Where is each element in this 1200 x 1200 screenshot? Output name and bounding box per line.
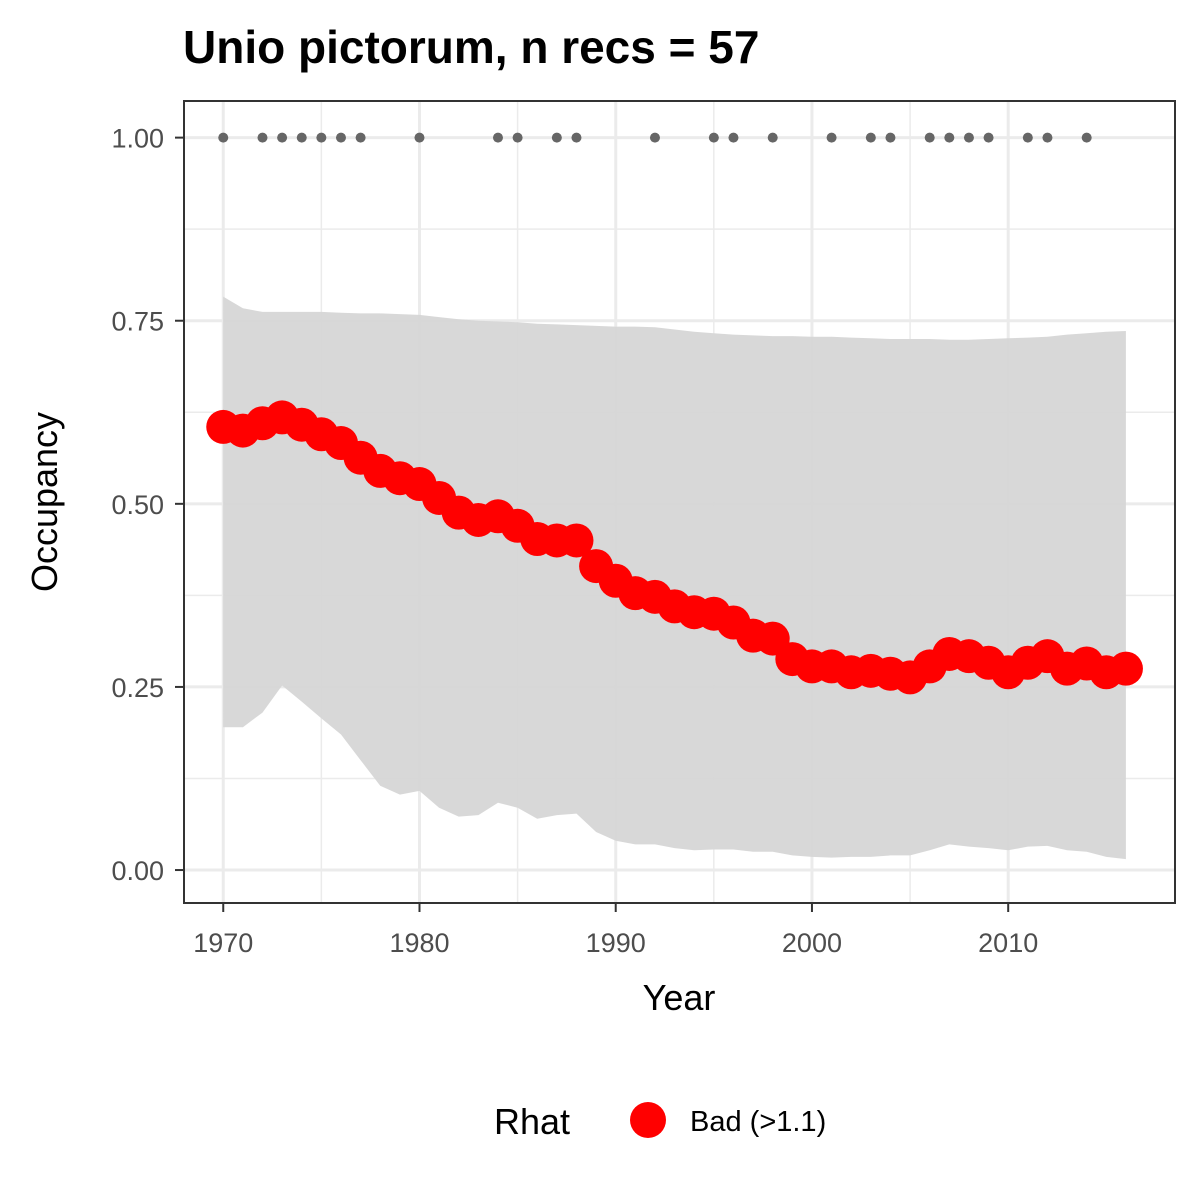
record-point [551, 132, 562, 143]
x-tick-label: 1970 [193, 928, 253, 958]
mean-occupancy-points [206, 400, 1143, 695]
chart-title: Unio pictorum, n recs = 57 [183, 21, 759, 73]
y-tick-label: 0.00 [111, 856, 164, 886]
panel-border [183, 100, 1176, 904]
record-point [277, 132, 288, 143]
record-point [512, 132, 523, 143]
y-axis-label: Occupancy [24, 412, 65, 592]
record-point [414, 132, 425, 143]
record-point [492, 132, 503, 143]
y-tick-label: 0.50 [111, 490, 164, 520]
record-points [218, 132, 1092, 143]
y-tick-label: 1.00 [111, 124, 164, 154]
x-tick-label: 2010 [978, 928, 1038, 958]
x-axis-label: Year [643, 977, 716, 1018]
record-point [983, 132, 994, 143]
record-point [826, 132, 837, 143]
record-point [944, 132, 955, 143]
record-point [924, 132, 935, 143]
x-axis-ticks: 1970 1980 1990 2000 2010 [193, 903, 1038, 958]
record-point [865, 132, 876, 143]
record-point [316, 132, 327, 143]
record-point [335, 132, 346, 143]
y-tick-label: 0.25 [111, 673, 164, 703]
record-point [296, 132, 307, 143]
credible-interval-ribbon [223, 296, 1126, 860]
record-point [218, 132, 229, 143]
record-point [885, 132, 896, 143]
record-point [963, 132, 974, 143]
record-point [728, 132, 739, 143]
record-point [1081, 132, 1092, 143]
record-point [571, 132, 582, 143]
legend-title: Rhat [494, 1101, 570, 1142]
record-point [355, 132, 366, 143]
record-point [708, 132, 719, 143]
legend-key-bad [630, 1102, 666, 1138]
record-point [767, 132, 778, 143]
mean-point [1108, 651, 1143, 686]
record-point [1022, 132, 1033, 143]
y-tick-label: 0.75 [111, 307, 164, 337]
legend: Rhat Bad (>1.1) [494, 1101, 826, 1142]
record-point [649, 132, 660, 143]
x-tick-label: 1980 [389, 928, 449, 958]
record-point [1042, 132, 1053, 143]
y-axis-ticks: 0.00 0.25 0.50 0.75 1.00 [111, 124, 184, 886]
x-tick-label: 1990 [586, 928, 646, 958]
record-point [257, 132, 268, 143]
mean-point [559, 523, 594, 558]
legend-label-bad: Bad (>1.1) [690, 1106, 826, 1138]
plot-panel [183, 100, 1176, 904]
x-tick-label: 2000 [782, 928, 842, 958]
